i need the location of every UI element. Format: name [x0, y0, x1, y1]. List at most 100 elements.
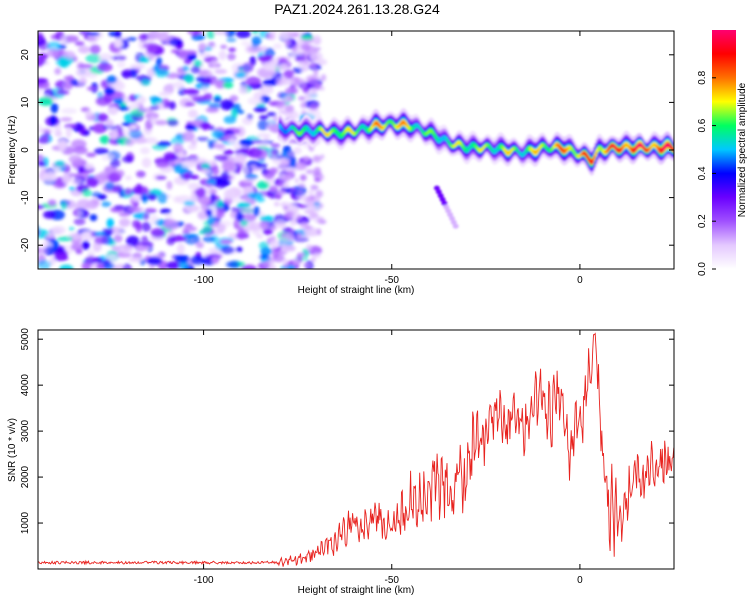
secondary-feature-cell [439, 197, 446, 202]
noise-blob [308, 189, 315, 195]
noise-blob [119, 218, 131, 227]
noise-blob [175, 254, 190, 263]
colorbar-scale [712, 30, 736, 269]
noise-blob [244, 173, 258, 180]
noise-blob [136, 170, 146, 178]
ridge-cell [483, 145, 486, 148]
noise-blob [166, 236, 176, 246]
noise-blob [269, 185, 279, 192]
colorbar: 0.0 0.2 0.4 0.6 0.8 Normalized spectral ampl… [697, 30, 748, 276]
noise-blob [214, 31, 228, 35]
colorbar-tick-label: 0.8 [697, 70, 708, 84]
noise-blob [268, 31, 278, 35]
noise-blob [275, 102, 285, 110]
noise-blob [183, 88, 200, 95]
noise-blob [38, 56, 45, 67]
noise-blob [206, 180, 216, 185]
ridge-cell [668, 144, 671, 148]
noise-blob [241, 41, 251, 46]
noise-blob [101, 155, 114, 161]
noise-blob [103, 262, 115, 269]
noise-blob [313, 253, 321, 259]
noise-blob [202, 225, 213, 234]
noise-blob [225, 261, 239, 268]
noise-blob [259, 254, 270, 260]
noise-blob [214, 69, 228, 74]
snr-x-axis-label: Height of straight line (km) [298, 585, 415, 596]
noise-blob [146, 33, 156, 42]
snr-background [38, 330, 674, 569]
y-tick-label: -10 [20, 190, 31, 205]
noise-blob [157, 192, 168, 204]
noise-blob [306, 196, 312, 202]
noise-blob [140, 195, 148, 201]
ridge-cell [614, 146, 617, 150]
ridge-cell [459, 141, 462, 145]
noise-blob [317, 174, 325, 181]
noise-blob [210, 59, 219, 68]
noise-blob [168, 38, 183, 46]
noise-blob [202, 236, 215, 243]
noise-blob [212, 165, 219, 176]
noise-blob [141, 157, 152, 168]
ridge-cell [579, 153, 582, 156]
noise-blob [106, 75, 118, 84]
ridge-cell [468, 146, 471, 150]
noise-blob [236, 229, 246, 240]
noise-blob [190, 65, 200, 74]
noise-blob [104, 87, 116, 96]
noise-blob [262, 229, 273, 235]
ridge-cell [423, 132, 426, 136]
noise-blob [173, 81, 185, 89]
ridge-cell [518, 151, 521, 154]
noise-blob [193, 60, 202, 68]
ridge-cell [578, 154, 581, 158]
noise-blob [259, 215, 274, 222]
noise-blob [291, 44, 298, 52]
secondary-feature-cell [445, 208, 452, 214]
noise-blob [197, 211, 208, 220]
noise-blob [285, 233, 295, 241]
noise-blob [289, 79, 295, 85]
ridge-cell [549, 148, 552, 152]
noise-blob [260, 247, 273, 256]
noise-blob [70, 78, 79, 86]
noise-blob [223, 149, 234, 155]
noise-blob [216, 207, 225, 219]
noise-blob [110, 129, 119, 140]
noise-blob [79, 31, 92, 36]
noise-blob [308, 212, 316, 221]
noise-blob [167, 119, 179, 127]
ridge-cell [644, 148, 647, 152]
colorbar-tick-label: 0.6 [697, 118, 708, 132]
x-tick-label: -50 [385, 575, 400, 586]
snr-frame [37, 329, 675, 570]
y-tick-label: 4000 [20, 374, 31, 397]
noise-blob [119, 245, 134, 254]
ridge-cell [445, 138, 448, 142]
noise-blob [190, 139, 197, 146]
noise-blob [273, 43, 283, 50]
noise-blob [268, 32, 277, 41]
ridge-cell [370, 125, 373, 130]
ridge-cell [435, 136, 438, 140]
noise-blob [61, 172, 71, 184]
noise-blob [106, 218, 115, 229]
noise-blob [231, 108, 238, 119]
spectrogram-frame [37, 30, 675, 270]
y-tick-label: 3000 [20, 420, 31, 443]
figure-title: PAZ1.2024.261.13.28.G24 [274, 1, 440, 17]
noise-blob [63, 76, 71, 81]
y-tick-label: 0 [20, 147, 31, 153]
noise-blob [56, 89, 70, 95]
noise-blob [116, 61, 126, 68]
ridge-cell [643, 147, 646, 150]
noise-blob [73, 218, 86, 226]
noise-blob [206, 31, 215, 39]
noise-blob [284, 39, 292, 47]
noise-blob [283, 174, 291, 182]
ridge-cell [558, 145, 561, 149]
noise-blob [63, 82, 73, 90]
noise-blob [312, 155, 321, 163]
